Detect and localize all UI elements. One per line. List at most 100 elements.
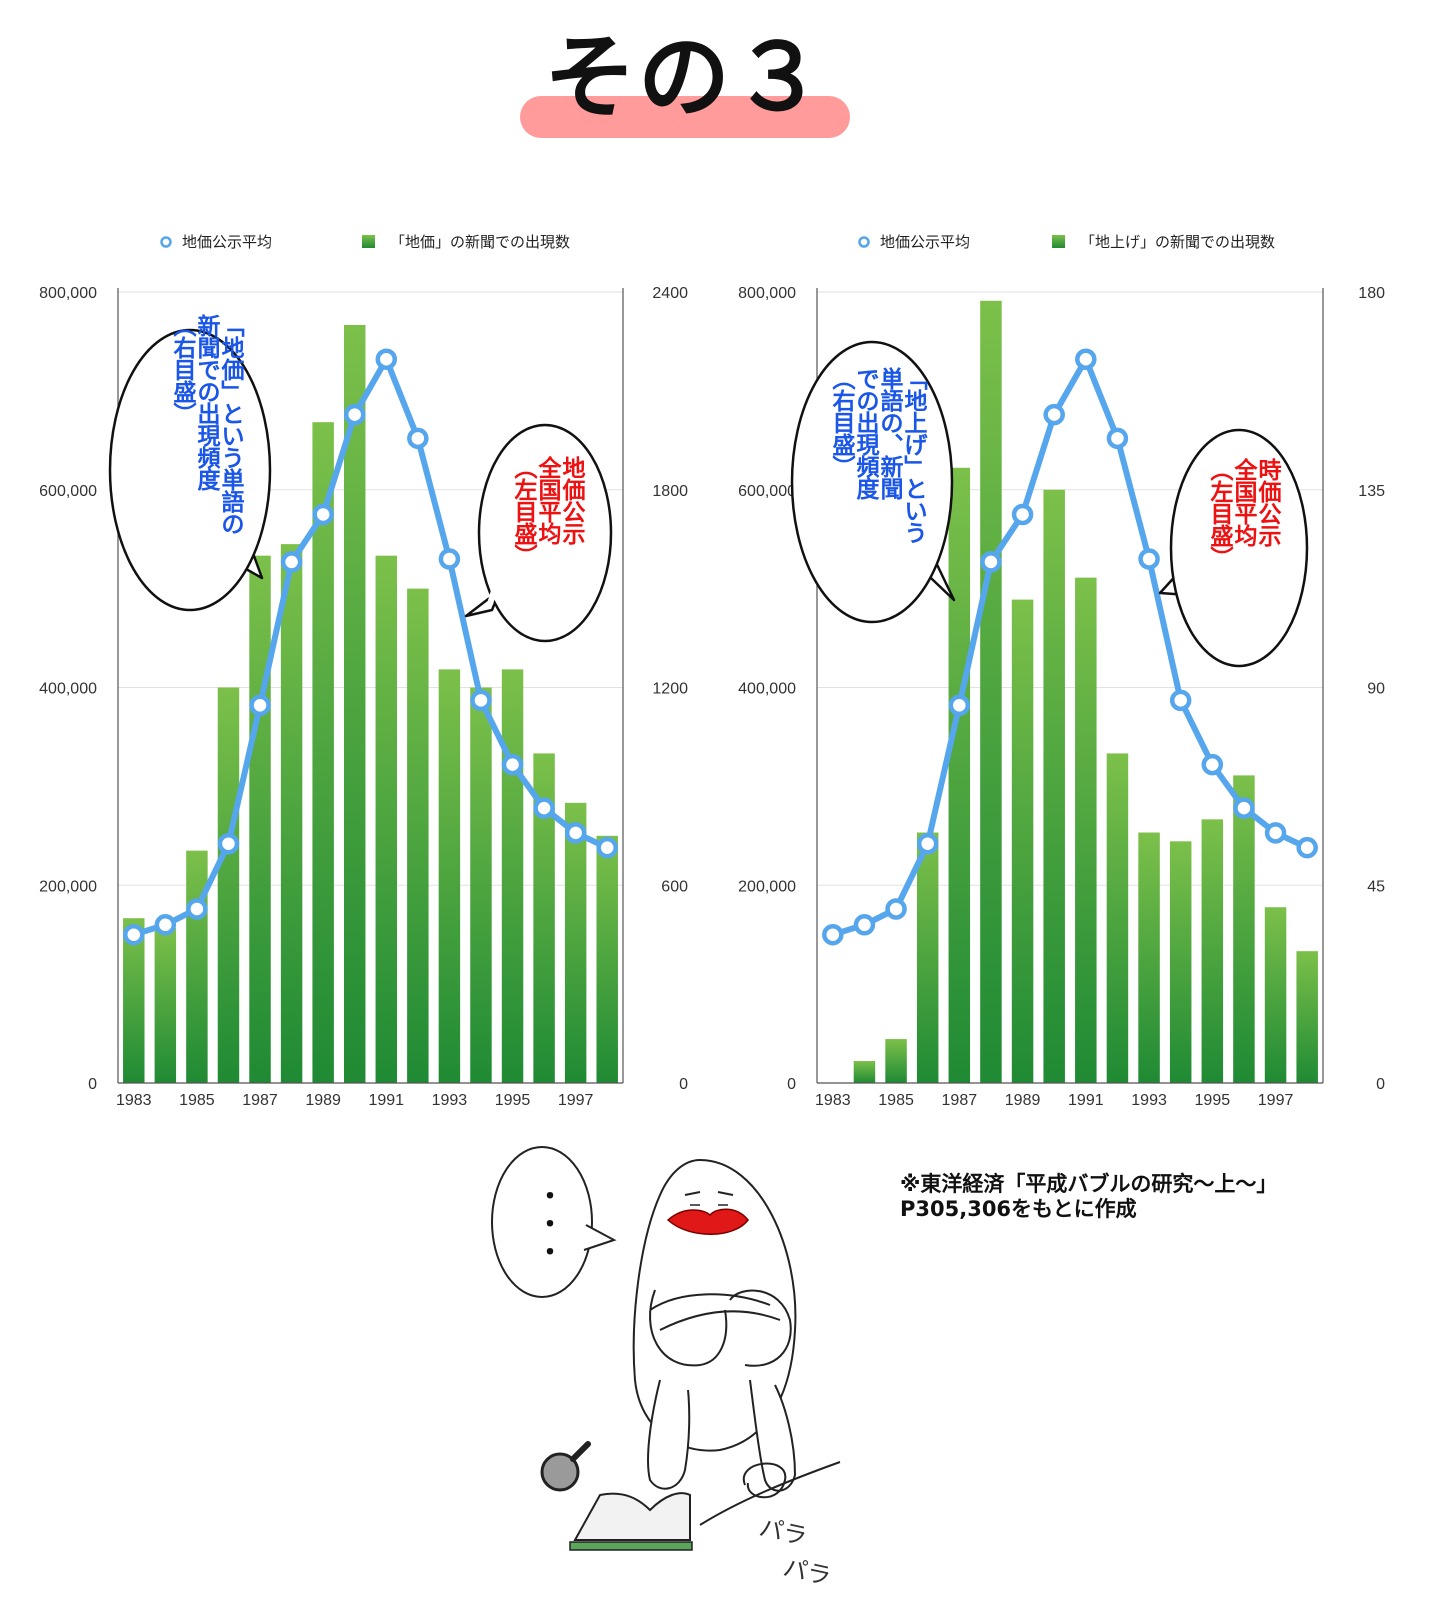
bubble-blue-line-2: 単語の︑新聞 [881,366,904,503]
line-point-1988 [280,551,303,573]
x-tick-label: 1997 [558,1092,594,1109]
line-point-1995 [501,753,524,776]
bubble-blue-line-2: 新聞での出現頻度 [198,313,222,494]
line-point-1988 [980,551,1002,573]
bar-1989 [1011,599,1034,1083]
y-left-tick-label: 200,000 [738,878,796,895]
bar-1983 [123,918,145,1083]
y-left-tick-label: 800,000 [39,285,97,302]
legend-bar-marker [1052,235,1065,248]
page-title: その３ [543,24,826,131]
bubble-red-line-1: 時価公示 [1258,458,1282,550]
bar-1994 [470,687,492,1083]
y-right-tick-label: 135 [1358,483,1385,500]
line-point-1990 [1043,403,1065,426]
bubble-blue-line-3: ︵右目盛︶ [174,314,197,428]
bar-1996 [533,753,555,1083]
line-point-1983 [822,923,844,946]
line-point-1985 [885,898,907,920]
x-tick-label: 1995 [495,1092,531,1109]
bar-1992 [1106,753,1129,1083]
line-point-1998 [1296,836,1318,859]
y-left-tick-label: 0 [787,1076,796,1093]
line-point-1991 [1075,348,1097,370]
speech-dots: ・・・ [537,1182,563,1268]
x-tick-label: 1987 [942,1092,978,1109]
bubble-red-outline [1169,428,1309,668]
speech-bubble-outline [491,1146,593,1298]
bar-1987 [249,555,271,1083]
x-tick-label: 1997 [1258,1092,1294,1109]
bubble-red-line-2: 全国平均 [538,455,563,548]
bubble-red-line-1: 地価公示 [562,456,586,548]
line-point-1984 [154,914,177,936]
bar-1984 [154,928,177,1083]
y-left-tick-label: 400,000 [39,681,97,698]
bar-1990 [343,324,366,1083]
x-tick-label: 1991 [368,1092,404,1109]
character-leg-right [749,1379,797,1492]
y-left-tick-label: 800,000 [738,285,796,302]
bar-1984 [853,1061,876,1083]
bar-1992 [407,588,429,1083]
series-line [132,356,609,938]
bar-1990 [1043,489,1065,1083]
bar-1995 [501,669,524,1083]
line-point-1991 [375,348,398,370]
speech-bubble-tail [583,1224,617,1251]
title-block: その３ [520,18,850,148]
line-point-1986 [217,832,240,855]
sound-effect-1: パラ [757,1513,810,1550]
y-left-tick-label: 0 [88,1076,97,1093]
line-point-1985 [186,898,208,920]
character-knee-left [649,1289,728,1367]
bar-1985 [186,850,208,1083]
series-line [831,356,1309,938]
y-right-tick-label: 600 [661,878,688,895]
bubble-red-line-2: 全国平均 [1234,457,1259,550]
line-point-1995 [1201,753,1224,776]
source-note: ※東洋経済「平成バブルの研究〜上〜」 P305,306をもとに作成 [900,1172,1340,1222]
line-point-1989 [1011,503,1034,526]
y-left-tick-label: 400,000 [738,681,796,698]
bar-1998 [596,835,618,1083]
magnifier-lens [540,1452,580,1492]
legend: 地価公示平均 「地価」の新聞での出現数 [160,233,570,251]
bar-1991 [375,555,398,1083]
source-note-line-2: P305,306をもとに作成 [900,1197,1137,1221]
character-eye-left [684,1191,701,1196]
bar-1986 [217,687,240,1083]
y-left-tick-label: 600,000 [39,483,97,500]
bubble-blue-line-4: ︵右目盛︶ [833,367,856,481]
legend-bar-marker [362,235,375,248]
x-tick-label: 1989 [305,1092,341,1109]
y-left-tick-label: 200,000 [39,878,97,895]
line-point-1984 [853,914,876,936]
character-arm-2 [659,1310,781,1331]
x-tick-label: 1983 [815,1092,851,1109]
x-tick-label: 1995 [1195,1092,1231,1109]
bubble-blue-line-3: での出現頻度 [857,367,881,503]
bubble-red-line-3: ︵左目盛︶ [515,456,538,570]
x-tick-label: 1991 [1068,1092,1104,1109]
bar-1989 [312,422,334,1083]
character-eye-right [717,1191,734,1196]
bubble-blue-outline [108,328,272,612]
bar-1998 [1296,951,1318,1083]
bar-1997 [1264,907,1287,1083]
y-right-tick-label: 180 [1358,285,1385,302]
magnifier-handle [570,1441,591,1462]
x-tick-label: 1987 [242,1092,278,1109]
character-arm-1 [649,1293,771,1311]
line-point-1990 [343,403,366,426]
line-point-1996 [1233,797,1255,819]
legend-bar-label: 「地上げ」の新聞での出現数 [1080,233,1275,251]
line-point-1994 [470,689,492,712]
legend-line-marker [160,236,172,248]
character-body [632,1158,797,1452]
bubble-blue-tail-join [224,536,250,557]
